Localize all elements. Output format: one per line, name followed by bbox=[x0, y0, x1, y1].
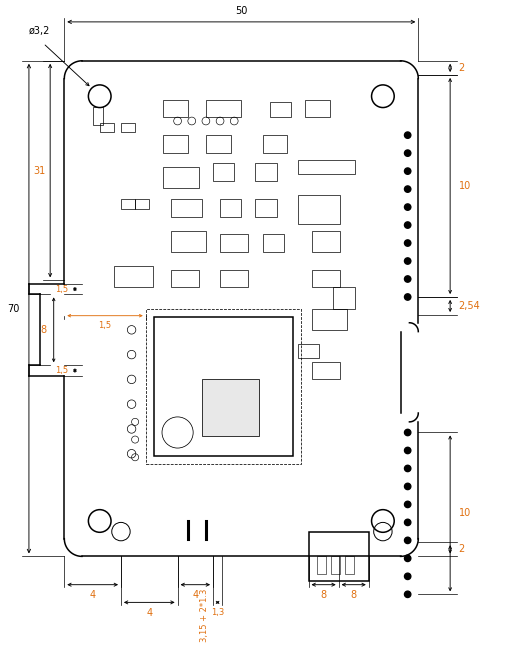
Circle shape bbox=[405, 240, 411, 246]
Text: 31: 31 bbox=[33, 166, 45, 176]
Bar bbox=[263, 234, 284, 252]
Bar bbox=[170, 199, 203, 217]
Text: 70: 70 bbox=[7, 303, 20, 313]
Circle shape bbox=[405, 258, 411, 264]
Bar bbox=[121, 123, 135, 132]
Text: 10: 10 bbox=[458, 181, 471, 191]
Bar bbox=[146, 309, 301, 464]
Bar bbox=[93, 107, 103, 125]
Bar bbox=[220, 234, 249, 252]
Bar bbox=[331, 556, 340, 574]
Text: 8: 8 bbox=[351, 590, 357, 601]
Bar bbox=[100, 123, 114, 132]
Bar bbox=[206, 135, 231, 153]
Text: 1,3: 1,3 bbox=[211, 608, 224, 617]
Circle shape bbox=[405, 150, 411, 156]
Bar bbox=[170, 231, 206, 252]
Text: 1,5: 1,5 bbox=[55, 366, 68, 375]
Text: 8: 8 bbox=[40, 325, 47, 335]
Bar bbox=[312, 309, 348, 330]
Circle shape bbox=[405, 222, 411, 228]
Bar bbox=[220, 270, 249, 287]
Text: 8: 8 bbox=[321, 590, 327, 601]
Bar bbox=[312, 231, 340, 252]
Circle shape bbox=[405, 294, 411, 300]
Text: 2: 2 bbox=[458, 544, 465, 554]
Bar bbox=[312, 270, 340, 287]
Bar bbox=[317, 556, 325, 574]
Bar bbox=[220, 199, 241, 217]
Circle shape bbox=[405, 186, 411, 193]
Bar bbox=[154, 317, 293, 456]
Bar bbox=[269, 102, 291, 117]
Circle shape bbox=[405, 501, 411, 507]
Bar bbox=[213, 164, 234, 181]
Circle shape bbox=[405, 573, 411, 580]
Bar bbox=[164, 135, 188, 153]
Bar bbox=[255, 164, 277, 181]
Text: 2: 2 bbox=[458, 63, 465, 73]
Text: 3,15 + 2*1.3: 3,15 + 2*1.3 bbox=[200, 588, 209, 642]
Bar bbox=[309, 531, 369, 581]
Text: 4: 4 bbox=[192, 590, 198, 601]
Bar bbox=[203, 379, 259, 436]
Circle shape bbox=[405, 483, 411, 490]
Text: 2,54: 2,54 bbox=[458, 301, 480, 311]
Bar bbox=[164, 167, 199, 189]
Bar bbox=[312, 362, 340, 379]
Circle shape bbox=[405, 132, 411, 138]
Circle shape bbox=[405, 448, 411, 454]
Bar bbox=[164, 100, 188, 117]
Circle shape bbox=[405, 519, 411, 525]
Circle shape bbox=[405, 276, 411, 282]
Text: 1,5: 1,5 bbox=[98, 321, 111, 330]
Bar bbox=[255, 199, 277, 217]
Circle shape bbox=[405, 465, 411, 472]
Text: 4: 4 bbox=[146, 608, 152, 618]
Text: ø3,2: ø3,2 bbox=[29, 26, 50, 36]
Bar bbox=[206, 100, 241, 117]
Bar bbox=[346, 556, 354, 574]
Text: 10: 10 bbox=[458, 509, 471, 519]
Bar bbox=[305, 100, 330, 117]
Bar bbox=[135, 199, 149, 209]
Circle shape bbox=[405, 429, 411, 435]
Bar bbox=[114, 266, 153, 287]
Circle shape bbox=[405, 555, 411, 562]
Circle shape bbox=[405, 537, 411, 544]
Circle shape bbox=[405, 591, 411, 597]
Bar bbox=[298, 160, 354, 174]
Bar bbox=[121, 199, 135, 209]
Circle shape bbox=[405, 168, 411, 174]
Text: 4: 4 bbox=[90, 590, 96, 601]
Text: 1,5: 1,5 bbox=[55, 285, 68, 294]
Circle shape bbox=[405, 204, 411, 210]
Bar bbox=[263, 135, 287, 153]
Bar bbox=[170, 270, 199, 287]
Bar bbox=[298, 344, 319, 358]
Text: 50: 50 bbox=[235, 6, 248, 16]
Bar bbox=[333, 287, 354, 309]
Bar bbox=[298, 195, 340, 223]
